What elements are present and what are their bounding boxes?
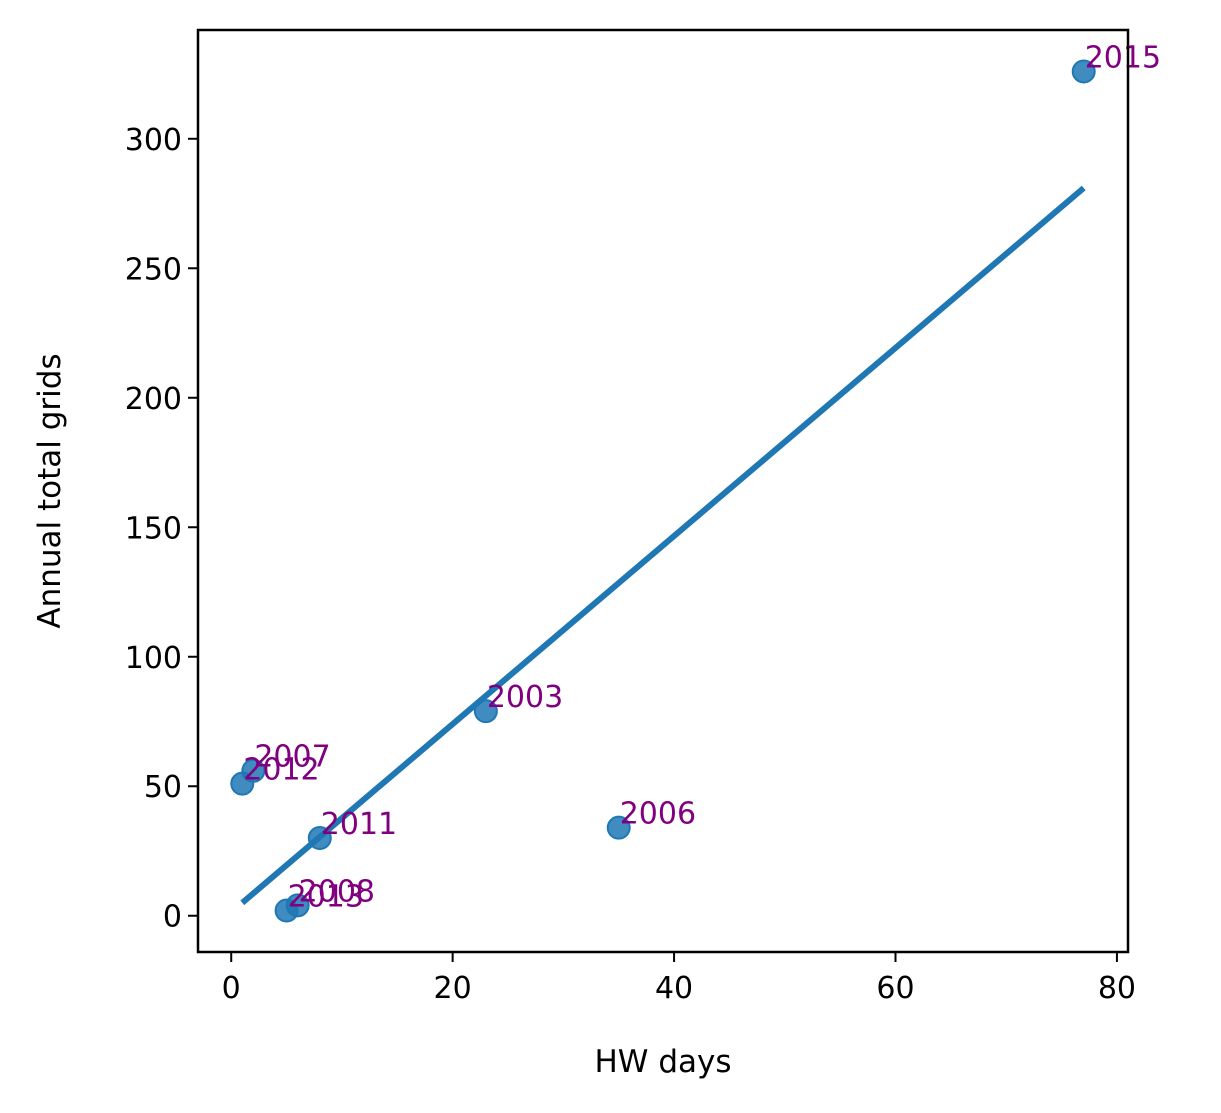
axis-ticks: 0 20 40 60 80 0 50 100 150 200 250 300 bbox=[125, 123, 1136, 1006]
point-2015 bbox=[1071, 59, 1096, 84]
plot-area bbox=[198, 30, 1128, 952]
point-label-2015: 2015 bbox=[1085, 40, 1161, 75]
y-tick-label-100: 100 bbox=[125, 641, 182, 676]
point-label-2008: 2008 bbox=[299, 874, 375, 909]
point-2013 bbox=[274, 898, 299, 923]
x-tick-label-60: 60 bbox=[876, 971, 914, 1006]
x-tick-label-80: 80 bbox=[1098, 971, 1136, 1006]
x-tick-label-40: 40 bbox=[655, 971, 693, 1006]
point-label-2013: 2013 bbox=[288, 880, 364, 915]
point-2006 bbox=[606, 815, 631, 840]
point-2012 bbox=[230, 771, 255, 796]
point-label-2003: 2003 bbox=[487, 680, 563, 715]
point-label-2012: 2012 bbox=[243, 753, 319, 788]
y-tick-label-150: 150 bbox=[125, 511, 182, 546]
y-axis-label: Annual total grids bbox=[32, 353, 68, 628]
x-tick-label-0: 0 bbox=[222, 971, 241, 1006]
regression-line bbox=[240, 185, 1086, 906]
point-label-2007: 2007 bbox=[254, 740, 330, 775]
y-tick-label-300: 300 bbox=[125, 123, 182, 158]
point-label-2011: 2011 bbox=[321, 807, 397, 842]
x-axis-label: HW days bbox=[595, 1044, 732, 1080]
y-tick-label-0: 0 bbox=[163, 900, 182, 935]
plot-frame bbox=[196, 28, 1130, 954]
y-tick-label-50: 50 bbox=[144, 770, 182, 805]
y-tick-label-250: 250 bbox=[125, 252, 182, 287]
point-label-2006: 2006 bbox=[620, 797, 696, 832]
point-2003 bbox=[473, 699, 498, 724]
y-tick-label-200: 200 bbox=[125, 382, 182, 417]
x-tick-label-20: 20 bbox=[434, 971, 472, 1006]
point-2011 bbox=[307, 826, 332, 851]
